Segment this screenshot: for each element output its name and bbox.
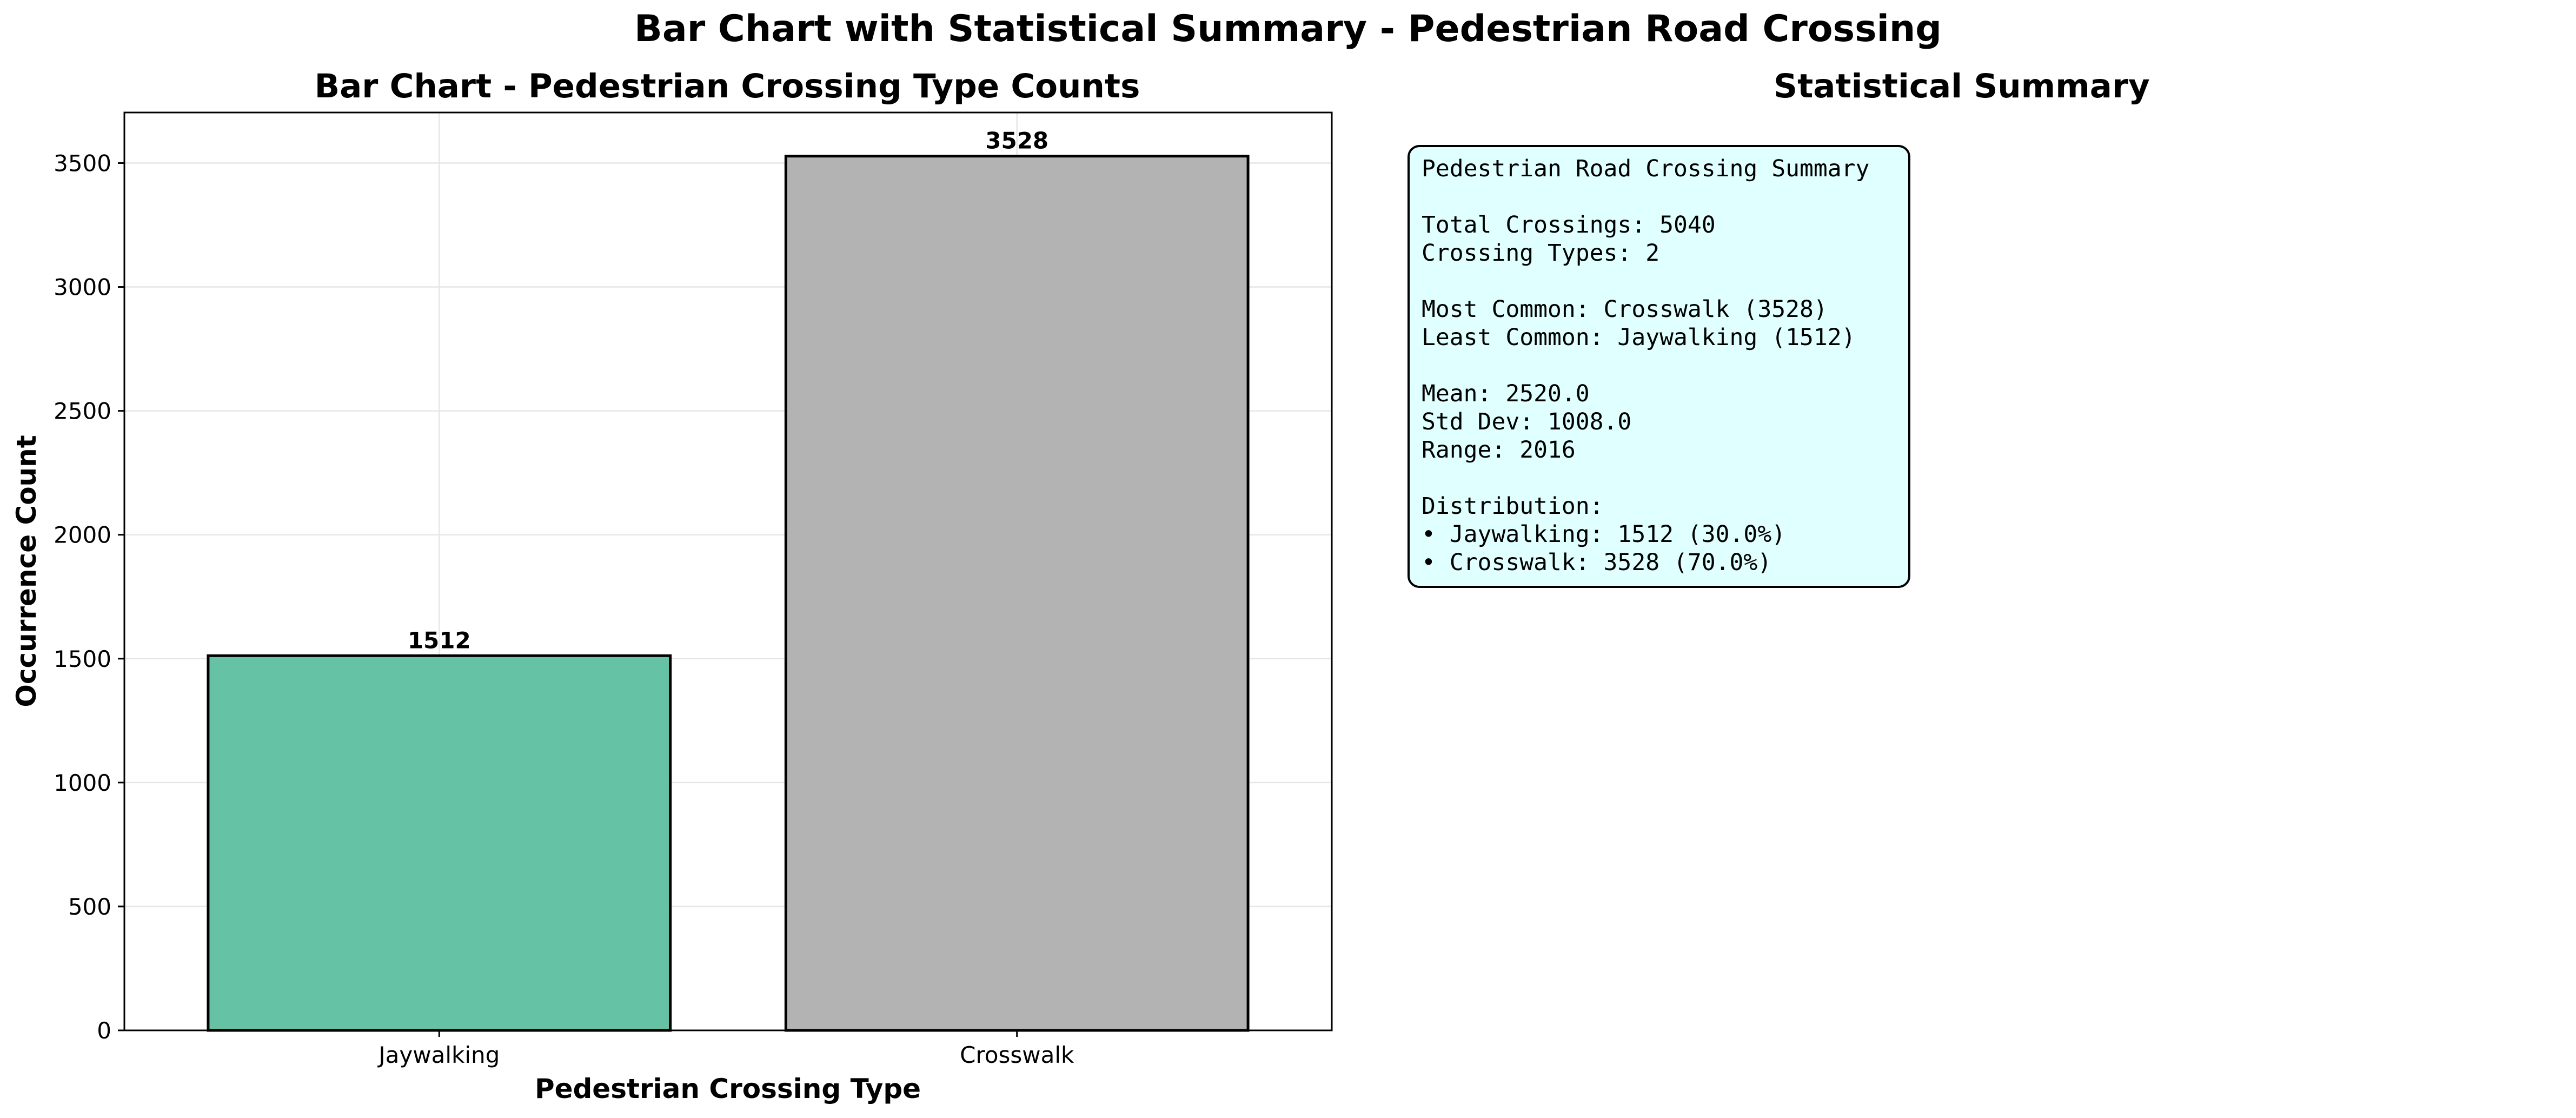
x-tick-label: Jaywalking — [377, 1042, 500, 1068]
bars-layer — [207, 155, 1250, 1032]
y-tick-label: 500 — [68, 894, 111, 920]
data-labels-layer: 1512 3528 — [408, 128, 1048, 654]
summary-most-common: Most Common: Crosswalk (3528) — [1422, 296, 1828, 323]
y-axis: 0 500 1000 1500 2000 2500 3000 3500 — [54, 150, 124, 1044]
bar-value-label: 1512 — [408, 627, 471, 653]
plot-area: 1512 3528 0 500 1000 1500 2000 2500 3000 3500 Ja… — [54, 111, 1333, 1068]
figure-suptitle: Bar Chart with Statistical Summary - Ped… — [634, 8, 1942, 50]
y-tick-label: 3500 — [54, 150, 111, 176]
summary-range: Range: 2016 — [1422, 436, 1576, 464]
y-tick-label: 1000 — [54, 770, 111, 796]
summary-types: Crossing Types: 2 — [1422, 240, 1660, 267]
y-tick-label: 0 — [97, 1017, 111, 1044]
summary-spacer — [1422, 352, 1908, 380]
bar — [207, 654, 672, 1032]
bar-value-label: 3528 — [985, 128, 1048, 154]
y-axis-label: Occurrence Count — [11, 435, 42, 707]
y-tick-label: 2000 — [54, 522, 111, 548]
axes-frame — [123, 111, 1333, 1031]
summary-spacer — [1422, 267, 1908, 295]
y-tick-label: 2500 — [54, 398, 111, 425]
chart-title: Bar Chart - Pedestrian Crossing Type Cou… — [315, 67, 1140, 105]
summary-mean: Mean: 2520.0 — [1422, 380, 1590, 407]
x-axis: Jaywalking Crosswalk — [377, 1030, 1074, 1068]
summary-least-common: Least Common: Jaywalking (1512) — [1422, 324, 1856, 351]
summary-std: Std Dev: 1008.0 — [1422, 408, 1632, 435]
summary-title: Statistical Summary — [1774, 67, 2150, 105]
y-tick-label: 1500 — [54, 646, 111, 672]
bar — [784, 155, 1250, 1032]
summary-spacer — [1422, 464, 1908, 492]
x-axis-label: Pedestrian Crossing Type — [535, 1073, 921, 1104]
summary-dist-jaywalking: • Jaywalking: 1512 (30.0%) — [1422, 521, 1786, 548]
y-tick-label: 3000 — [54, 274, 111, 301]
statistical-summary-box: Pedestrian Road Crossing Summary Total C… — [1407, 145, 1910, 588]
summary-dist-crosswalk: • Crosswalk: 3528 (70.0%) — [1422, 549, 1772, 576]
summary-total: Total Crossings: 5040 — [1422, 211, 1716, 239]
summary-spacer — [1422, 183, 1908, 211]
summary-distribution-label: Distribution: — [1422, 493, 1604, 520]
summary-heading: Pedestrian Road Crossing Summary — [1422, 155, 1870, 182]
x-tick-label: Crosswalk — [960, 1042, 1074, 1068]
